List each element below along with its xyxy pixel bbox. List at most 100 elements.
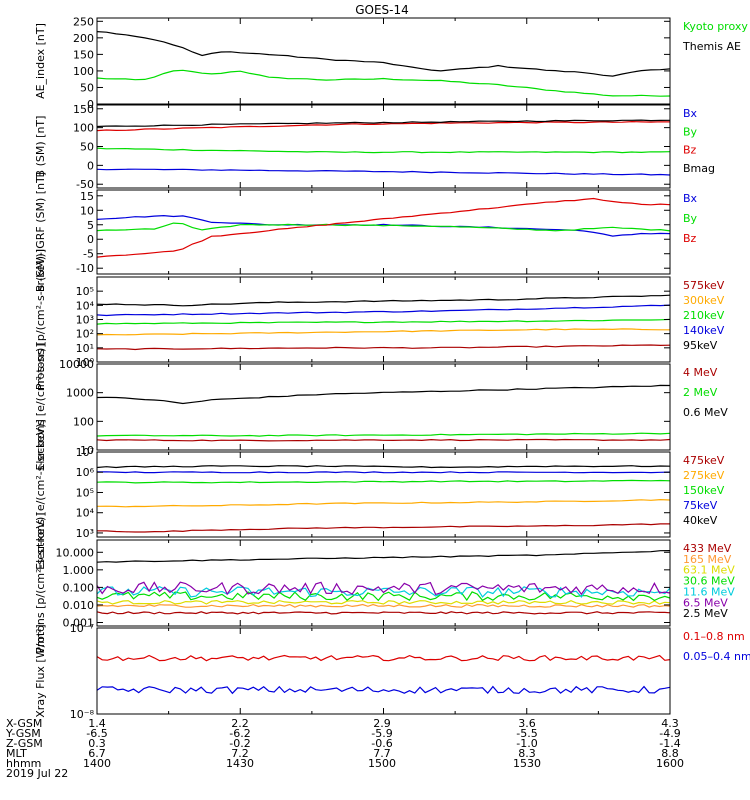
plot-title: GOES-14	[355, 3, 409, 17]
time-axis-value: 2.9	[373, 717, 391, 730]
y-tick-label: 0.001	[63, 616, 95, 629]
y-tick-label: 10⁷	[76, 446, 94, 459]
legend-165-mev: 165 MeV	[683, 553, 732, 566]
series-line-165-mev	[96, 603, 671, 608]
y-axis-label: Protons [p/(cm²-s-sr-keV)]	[34, 249, 47, 390]
series-line-475kev	[96, 523, 670, 533]
y-tick-label: 10000	[59, 358, 94, 371]
time-axis-value: 7.2	[231, 747, 249, 760]
legend-kyoto-proxy-ae: Kyoto proxy AE	[683, 20, 750, 33]
time-axis-row-label: Y-GSM	[5, 727, 41, 740]
y-tick-label: 10.000	[56, 546, 95, 559]
panel-6: 10³ 10⁴ 10⁵ 10⁶ 10⁷ Electrons [e/(cm²-s-sr-ke…	[34, 419, 725, 570]
time-axis-value: 7.7	[373, 747, 391, 760]
series-line-2-mev	[96, 432, 671, 437]
y-tick-label: 100	[73, 122, 94, 135]
time-axis-value: 1500	[368, 757, 396, 770]
y-tick-label: 10¹	[76, 342, 94, 355]
time-axis-value: 1600	[656, 757, 684, 770]
y-tick-label: 50	[80, 81, 94, 94]
time-axis-value: 1430	[226, 757, 254, 770]
y-tick-label: 50	[80, 141, 94, 154]
series-line-by	[96, 222, 671, 232]
y-tick-label: 10⁴	[76, 299, 95, 312]
series-line-275kev	[96, 498, 671, 508]
y-tick-label: 0	[87, 159, 94, 172]
y-tick-label: 0.010	[63, 599, 95, 612]
y-tick-label: 10⁵	[76, 285, 94, 298]
series-line-6-5-mev	[96, 581, 671, 596]
legend-575kev: 575keV	[683, 279, 725, 292]
series-line-4-mev	[96, 438, 671, 442]
y-tick-label: 0	[87, 98, 94, 111]
y-axis-label: B (SM) [nT]	[34, 116, 47, 178]
panel-8: 10⁻⁸ 10⁻⁷ Xray Flux [W/m²] 0.1–0.8 nm 0.05–0…	[34, 622, 750, 721]
y-tick-label: 0	[87, 233, 94, 246]
series-line-30-6-mev	[96, 591, 671, 602]
legend-by: By	[683, 212, 698, 225]
y-tick-label: 10⁻⁷	[70, 622, 94, 635]
series-line-bz	[96, 197, 671, 258]
legend-bz: Bz	[683, 144, 697, 157]
panel-2: -50 0 50 100 150 B (SM) [nT] Bx By Bz Bmag	[34, 103, 715, 191]
time-axis-value: 3.6	[518, 717, 536, 730]
legend-0-1-0-8-nm: 0.1–0.8 nm	[683, 630, 745, 643]
time-axis-row-label: X-GSM	[6, 717, 42, 730]
legend-themis-ae: Themis AE	[682, 40, 741, 53]
y-tick-label: 15	[80, 190, 94, 203]
series-line-150kev	[96, 479, 671, 484]
series-line-75kev	[96, 471, 671, 474]
y-tick-label: 10	[80, 444, 94, 457]
y-tick-label: 250	[73, 15, 94, 28]
series-line-0-6-mev	[96, 384, 671, 405]
time-axis-value: 1400	[83, 757, 111, 770]
y-axis-label: Electrons [e/(cm²-s-sr-keV)]	[34, 419, 47, 570]
time-axis-value: -0.6	[371, 737, 392, 750]
legend-63-1-mev: 63.1 MeV	[683, 564, 735, 577]
series-line-95kev	[96, 294, 671, 307]
y-axis-label: Xray Flux [W/m²]	[34, 624, 47, 717]
time-axis-value: 0.3	[88, 737, 106, 750]
legend-2-mev: 2 MeV	[683, 386, 718, 399]
legend-30-6-mev: 30.6 MeV	[683, 575, 735, 588]
time-axis-row-label: hhmm	[6, 757, 41, 770]
y-tick-label: 10	[80, 204, 94, 217]
time-axis-value: -5.5	[516, 727, 537, 740]
time-axis-value: -5.9	[371, 727, 392, 740]
y-tick-label: 10⁶	[76, 466, 95, 479]
y-tick-label: -5	[83, 248, 94, 261]
series-line-0-05-0-4-nm	[96, 685, 671, 695]
panel-7: 0.001 0.010 0.100 1.000 10.000 Protons [p/(cm…	[34, 512, 735, 653]
legend-bx: Bx	[683, 107, 698, 120]
y-tick-label: 150	[73, 48, 94, 61]
y-tick-label: 10⁴	[76, 507, 95, 520]
series-line-575kev	[96, 344, 671, 351]
legend-by: By	[683, 125, 698, 138]
series-line-210kev	[96, 318, 671, 325]
y-axis-label: Protons [p/(cm²-s-sr-keV)]	[34, 512, 47, 653]
legend-433-mev: 433 MeV	[683, 542, 732, 555]
y-tick-label: 5	[87, 219, 94, 232]
time-axis-value: 6.7	[88, 747, 106, 760]
y-tick-label: -10	[76, 262, 94, 275]
y-tick-label: 150	[73, 103, 94, 116]
time-axis-value: -1.4	[659, 737, 680, 750]
time-axis-value: -0.2	[229, 737, 250, 750]
y-tick-label: 1000	[66, 387, 94, 400]
time-axis-value: -6.2	[229, 727, 250, 740]
panel-frame	[96, 189, 671, 275]
panel-frame	[96, 627, 671, 715]
y-tick-label: 100	[73, 415, 94, 428]
time-axis-value: 8.3	[518, 747, 536, 760]
legend-475kev: 475keV	[683, 454, 725, 467]
legend-0-6-mev: 0.6 MeV	[683, 406, 728, 419]
time-axis-row-label: 2019 Jul 22	[6, 767, 68, 780]
time-axis-value: -1.0	[516, 737, 537, 750]
series-line-0-1-0-8-nm	[96, 654, 671, 662]
time-axis-value: 1530	[513, 757, 541, 770]
series-line-433-mev	[96, 611, 671, 615]
y-tick-label: 10³	[76, 527, 94, 540]
